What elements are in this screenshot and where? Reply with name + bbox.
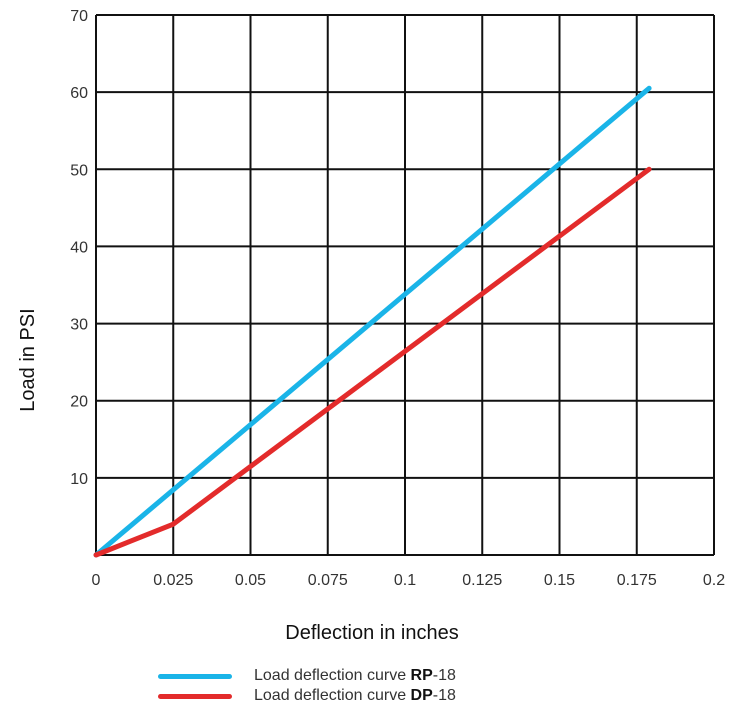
y-tick-label: 30: [70, 317, 88, 334]
x-tick-label: 0.075: [308, 572, 348, 589]
chart-grid: [95, 14, 715, 556]
legend-label-rp18: Load deflection curve RP-18: [254, 667, 456, 684]
load-deflection-chart: 0 0.025 0.05 0.075 0.1 0.125 0.15 0.175 0.2 10 20 3…: [17, 8, 725, 640]
x-tick-label: 0.15: [544, 572, 575, 589]
legend-swatch-rp18: [158, 674, 232, 679]
y-tick-label: 10: [70, 471, 88, 488]
x-tick-label: 0.1: [394, 572, 416, 589]
x-tick-label: 0.2: [703, 572, 725, 589]
x-tick-label: 0.125: [462, 572, 502, 589]
series-line-dp18: [93, 166, 652, 558]
series-line-rp18: [93, 85, 652, 558]
y-tick-label: 60: [70, 85, 88, 102]
tick-labels: 0 0.025 0.05 0.075 0.1 0.125 0.15 0.175 0.2 10 20 3…: [70, 8, 725, 589]
y-tick-label: 20: [70, 394, 88, 411]
x-tick-label: 0.05: [235, 572, 266, 589]
legend-label-dp18: Load deflection curve DP-18: [254, 687, 456, 704]
x-tick-label: 0.025: [153, 572, 193, 589]
x-tick-label: 0: [92, 572, 101, 589]
x-tick-label: 0.175: [617, 572, 657, 589]
y-tick-label: 50: [70, 162, 88, 179]
y-tick-label: 70: [70, 8, 88, 25]
series-lines: [93, 85, 652, 558]
x-axis-title: Deflection in inches: [285, 622, 458, 640]
legend-swatch-dp18: [158, 694, 232, 699]
y-tick-label: 40: [70, 239, 88, 256]
y-axis-title: Load in PSI: [17, 308, 39, 411]
